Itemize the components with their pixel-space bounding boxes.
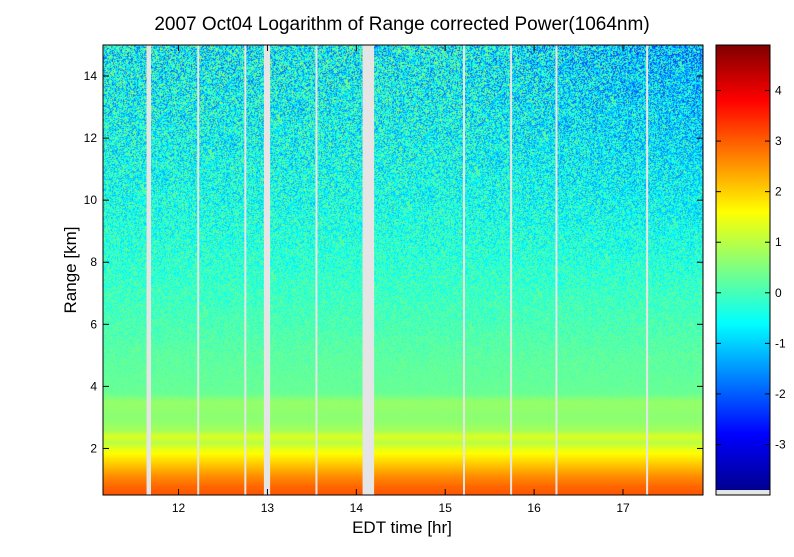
data-gap-8 (555, 45, 558, 495)
y-axis-ticks: 2 4 6 8 10 12 14 (84, 69, 703, 455)
x-axis-label: EDT time [hr] (352, 518, 452, 537)
y-tick-label: 10 (84, 193, 98, 207)
data-gap-7 (510, 45, 513, 495)
colorbar-tick-label: -1 (775, 336, 786, 350)
y-tick-label: 2 (90, 441, 97, 455)
y-tick-label: 12 (84, 131, 98, 145)
colorbar: -3 -2 -1 0 1 2 3 4 (715, 44, 786, 496)
y-axis-label: Range [km] (61, 227, 80, 314)
y-tick-label: 4 (90, 379, 97, 393)
data-gaps (146, 45, 649, 495)
data-gap-9 (646, 45, 649, 495)
colorbar-frame (715, 44, 771, 496)
y-tick-label: 6 (90, 317, 97, 331)
data-gap-1 (197, 45, 200, 495)
chart-title: 2007 Oct04 Logarithm of Range corrected … (154, 14, 649, 35)
colorbar-gradient (716, 45, 770, 490)
colorbar-tick-label: 0 (775, 286, 782, 300)
colorbar-tick-label: 1 (775, 235, 782, 249)
x-tick-label: 17 (616, 501, 630, 515)
y-tick-label: 14 (84, 69, 98, 83)
colorbar-tick-label: 3 (775, 134, 782, 148)
heatmap-image (103, 45, 703, 495)
x-tick-label: 15 (439, 501, 453, 515)
x-axis-ticks: 12 13 14 15 16 17 (172, 45, 630, 515)
colorbar-tick-label: 4 (775, 84, 782, 98)
plot-area: 12 13 14 15 16 17 2 4 6 8 10 12 14 (84, 44, 704, 515)
x-tick-label: 16 (527, 501, 541, 515)
data-gap-5 (362, 45, 375, 495)
colorbar-gap-swatch (716, 490, 770, 495)
colorbar-tick-label: -2 (775, 387, 786, 401)
colorbar-ticks: -3 -2 -1 0 1 2 3 4 (716, 84, 786, 451)
plot-frame (102, 44, 704, 496)
data-gap-4 (315, 45, 318, 495)
data-gap-3 (263, 45, 271, 495)
x-tick-label: 12 (172, 501, 186, 515)
data-gap-0 (146, 45, 151, 495)
data-gap-2 (244, 45, 247, 495)
colorbar-tick-label: 2 (775, 185, 782, 199)
data-gap-6 (463, 45, 465, 495)
x-tick-label: 13 (261, 501, 275, 515)
y-tick-label: 8 (90, 255, 97, 269)
x-tick-label: 14 (350, 501, 364, 515)
colorbar-tick-label: -3 (775, 437, 786, 451)
